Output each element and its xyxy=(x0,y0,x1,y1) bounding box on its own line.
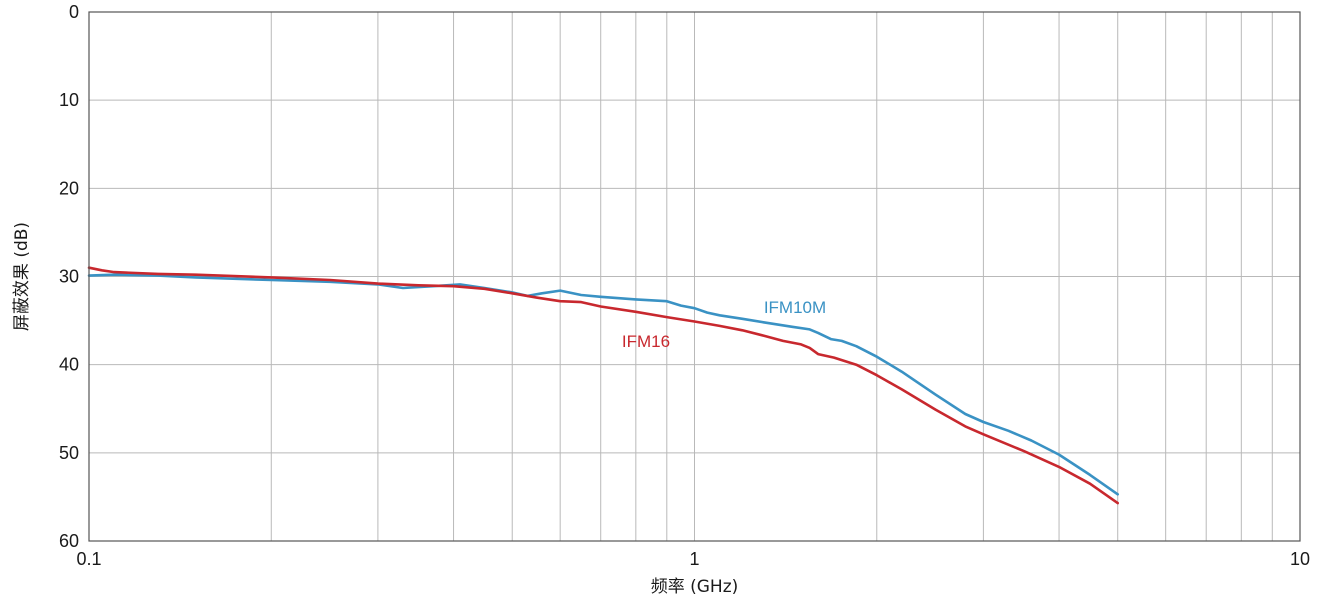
y-tick-label: 40 xyxy=(59,355,79,375)
y-tick-label: 10 xyxy=(59,90,79,110)
series-line-ifm10m xyxy=(87,273,1119,496)
series-label-ifm16: IFM16 xyxy=(622,332,670,351)
series-lines xyxy=(87,266,1119,505)
series-label-ifm10m: IFM10M xyxy=(764,298,826,317)
plot-area-frame xyxy=(88,11,1301,542)
y-tick-label: 30 xyxy=(59,267,79,287)
grid xyxy=(89,12,1300,541)
series-line-ifm16 xyxy=(87,266,1119,505)
x-tick-label: 1 xyxy=(689,549,699,569)
x-tick-label: 0.1 xyxy=(76,549,101,569)
y-tick-label: 60 xyxy=(59,531,79,551)
x-axis-title: 频率 (GHz) xyxy=(651,577,739,597)
tick-labels: 0 10 20 30 40 50 600.1 1 10 xyxy=(59,2,1310,569)
y-tick-label: 20 xyxy=(59,178,79,198)
y-axis-title: 屏蔽效果 (dB) xyxy=(12,222,32,331)
y-tick-label: 50 xyxy=(59,443,79,463)
y-tick-label: 0 xyxy=(69,2,79,22)
x-tick-label: 10 xyxy=(1290,549,1310,569)
